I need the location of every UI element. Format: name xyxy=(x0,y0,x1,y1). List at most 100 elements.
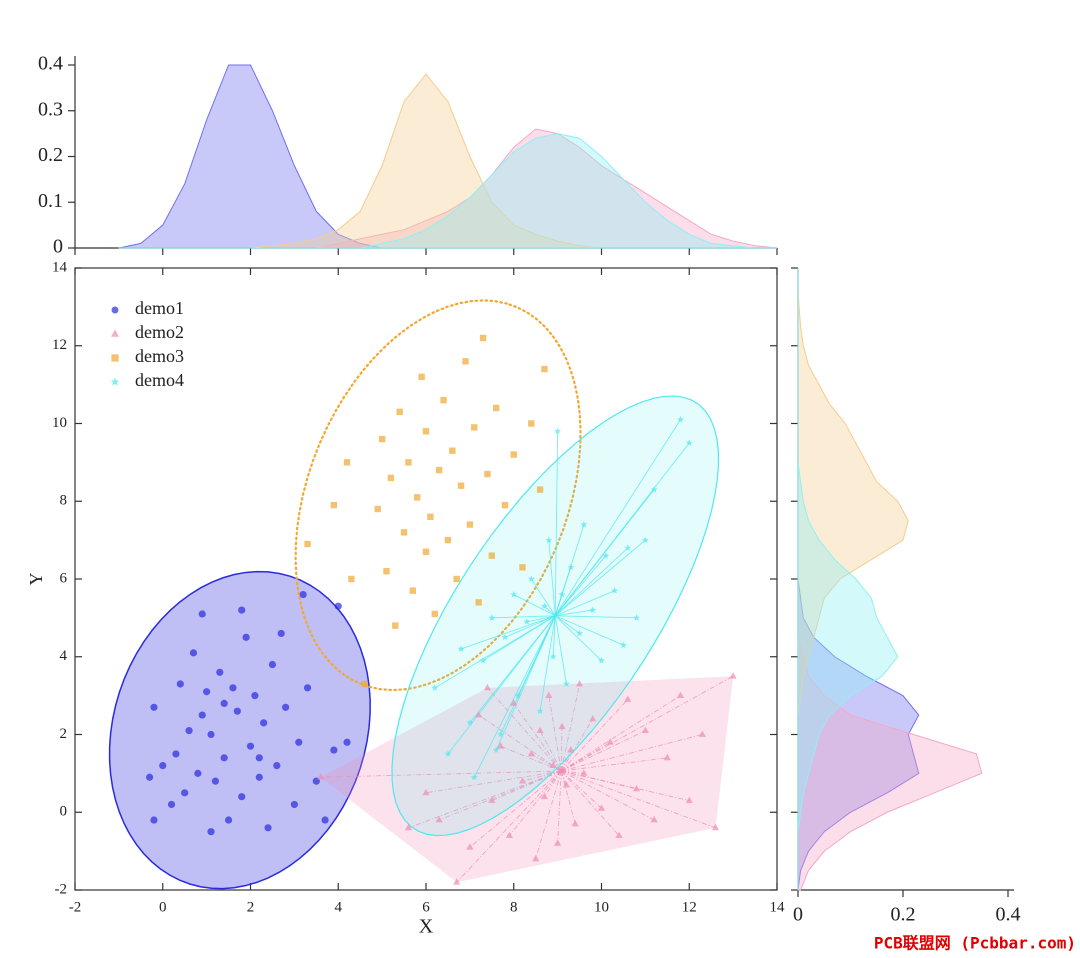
point xyxy=(470,773,478,781)
overlays xyxy=(108,299,734,890)
spider-line xyxy=(456,770,562,883)
x-tick-label: -2 xyxy=(69,899,82,915)
density-area xyxy=(797,268,899,890)
point xyxy=(295,738,303,746)
point xyxy=(541,602,548,610)
point xyxy=(299,590,307,599)
point xyxy=(422,548,430,555)
point xyxy=(238,606,246,614)
point xyxy=(431,684,439,691)
y-tick-label: 10 xyxy=(52,415,67,431)
spider-line xyxy=(548,540,556,616)
point xyxy=(488,796,496,803)
point xyxy=(567,746,575,753)
point xyxy=(392,622,399,629)
y-tick-label: 0.3 xyxy=(38,98,63,120)
x-tick-label: 12 xyxy=(682,899,697,915)
point xyxy=(536,726,544,734)
point xyxy=(518,777,527,784)
point xyxy=(400,529,408,536)
spider-line xyxy=(561,770,584,774)
spider-line xyxy=(560,770,620,836)
point xyxy=(528,420,535,427)
point xyxy=(541,365,548,373)
point xyxy=(580,769,588,776)
point xyxy=(650,816,658,823)
point xyxy=(277,629,285,638)
point xyxy=(519,564,526,571)
spider-line xyxy=(482,615,556,662)
point xyxy=(453,878,461,885)
point xyxy=(554,427,562,435)
y-tick-label: 2 xyxy=(60,726,68,742)
point xyxy=(620,641,627,648)
x-axis-label: X xyxy=(419,916,434,938)
point xyxy=(233,707,241,715)
spider-line xyxy=(561,730,646,772)
point xyxy=(387,474,395,482)
point xyxy=(422,788,430,796)
point xyxy=(207,828,215,836)
point xyxy=(145,773,154,781)
point xyxy=(207,730,215,739)
spider-line xyxy=(560,770,602,809)
point xyxy=(361,680,368,688)
point xyxy=(624,695,632,702)
point xyxy=(493,404,500,412)
point xyxy=(348,575,355,583)
point xyxy=(598,657,605,664)
point xyxy=(514,692,522,699)
y-tick-label: 0 xyxy=(60,804,68,820)
spider-line xyxy=(526,615,556,623)
spider-line xyxy=(469,615,556,724)
point xyxy=(198,711,206,719)
point xyxy=(404,823,413,831)
spider-line xyxy=(554,547,629,617)
point xyxy=(216,668,224,676)
point xyxy=(303,684,312,692)
point xyxy=(440,396,447,404)
point xyxy=(444,750,452,757)
point xyxy=(488,614,496,621)
y-tick-label: 0.4 xyxy=(38,53,63,75)
point xyxy=(611,587,619,594)
point xyxy=(510,699,518,706)
spider-line xyxy=(509,770,562,836)
point xyxy=(211,777,219,785)
point xyxy=(220,699,228,708)
point xyxy=(334,602,342,610)
spider-line xyxy=(561,770,655,821)
spider-line xyxy=(548,695,562,772)
point xyxy=(435,816,443,823)
point xyxy=(685,796,693,803)
legend-marker xyxy=(111,354,119,362)
point xyxy=(330,501,338,509)
point xyxy=(510,590,518,598)
point xyxy=(536,486,544,493)
spider-line xyxy=(513,703,562,772)
point xyxy=(523,618,531,625)
spider-line xyxy=(554,555,607,617)
y-tick-label: 8 xyxy=(60,493,68,509)
spider-line xyxy=(557,771,562,844)
x-tick-label: 8 xyxy=(510,899,518,915)
point xyxy=(255,754,263,762)
spider-line xyxy=(561,675,734,772)
legend-label: demo3 xyxy=(135,346,184,366)
spider-line xyxy=(554,419,681,617)
spider-line xyxy=(531,753,562,772)
point xyxy=(475,711,483,718)
point xyxy=(418,373,425,381)
spider-line xyxy=(560,770,576,825)
spider-line xyxy=(554,539,646,617)
point xyxy=(576,629,583,637)
point xyxy=(282,703,290,711)
point xyxy=(527,749,535,757)
point xyxy=(409,587,417,594)
point xyxy=(449,447,456,454)
x-tick-label: 0.4 xyxy=(996,904,1021,926)
point xyxy=(378,435,386,443)
point xyxy=(317,773,325,780)
point xyxy=(159,762,167,770)
spider-line xyxy=(460,615,556,650)
